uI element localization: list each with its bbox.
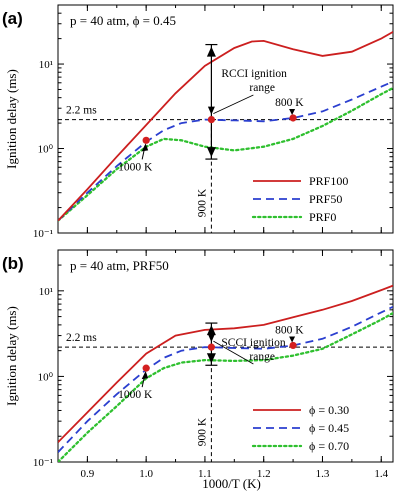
- panel-b-range-label-line2: range: [249, 351, 275, 363]
- panel-b-range-mid-arrowhead: [207, 334, 215, 343]
- panel-b-label-22ms: 2.2 ms: [66, 332, 97, 344]
- panel-a-label-900k: 900 K: [196, 188, 208, 217]
- panel-b-x-tick-label: 1.3: [316, 468, 330, 480]
- panel-a-range-mid-arrowhead: [207, 106, 215, 115]
- panel-b-series-line: [58, 305, 393, 453]
- panel-b-condition: p = 40 atm, PRF50: [70, 258, 169, 273]
- panel-a-point-marker: [289, 114, 297, 122]
- panel-a-legend-label: PRF100: [309, 174, 348, 188]
- panel-b-series-line: [58, 311, 393, 462]
- panel-b-y-tick-label: 10¹: [39, 286, 53, 298]
- panel-a-point-marker: [207, 115, 215, 124]
- panel-b-label-900k: 900 K: [196, 417, 208, 446]
- panel-b-x-tick-label: 1.0: [139, 468, 153, 480]
- panel-b-label-1000k: 1000 K: [118, 389, 153, 401]
- panel-a-frame: [57, 4, 394, 234]
- panel-a-y-tick-label: 10⁰: [38, 144, 54, 156]
- panel-b-series-line: [58, 284, 393, 443]
- panel-b-point-marker: [289, 341, 297, 350]
- panel-a-series-line: [58, 31, 393, 222]
- panel-b-legend-label: ϕ = 0.45: [309, 421, 349, 435]
- panel-b-legend-label: ϕ = 0.70: [309, 439, 349, 453]
- panel-b-label-1000k-arrowhead: [141, 371, 149, 380]
- panel-b-legend-label: ϕ = 0.30: [309, 403, 349, 417]
- panel-a-label-800k: 800 K: [275, 97, 304, 109]
- panel-a-legend-label: PRF0: [309, 210, 336, 224]
- panel-b-x-tick-label: 1.1: [198, 468, 212, 480]
- panel-b-x-tick-label: 1.2: [257, 468, 271, 480]
- panel-b-frame: [57, 249, 394, 463]
- panel-a-series-line: [58, 80, 393, 222]
- panel-a-y-tick-label: 10¹: [39, 59, 53, 71]
- panel-a-range-leader-line: [213, 94, 254, 115]
- panel-a-label-1000k: 1000 K: [118, 161, 153, 173]
- panel-b-x-tick-label: 1.4: [374, 468, 388, 480]
- x-axis-label: 1000/T (K): [202, 476, 261, 491]
- panel-a-legend-label: PRF50: [309, 192, 342, 206]
- panel-a-range-arrowhead-down: [206, 147, 216, 158]
- panel-a-label-1000k-arrowhead: [141, 143, 149, 152]
- panel-b-letter: (b): [2, 254, 24, 273]
- panel-b-range-leader-line: [213, 340, 254, 365]
- panel-a-range-label-line2: range: [249, 82, 275, 94]
- panel-a-condition: p = 40 atm, ϕ = 0.45: [70, 13, 176, 28]
- panel-b-label-800k: 800 K: [275, 324, 304, 336]
- panel-a-series-line: [58, 86, 393, 222]
- panel-a-label-22ms: 2.2 ms: [66, 105, 97, 117]
- panel-a-y-tick-label: 10⁻¹: [33, 228, 53, 240]
- panel-b-point-marker: [142, 364, 150, 372]
- panel-b-range-arrowhead-down: [206, 353, 216, 364]
- panel-a-label-800k-arrowhead: [289, 108, 296, 115]
- panel-a-letter: (a): [2, 9, 23, 28]
- panel-b-label-800k-arrowhead: [289, 336, 296, 343]
- panel-a-point-marker: [142, 136, 150, 144]
- panel-a-range-label-line1: RCCI ignition: [221, 68, 287, 80]
- panel-a-range-arrowhead-up: [206, 46, 216, 57]
- panel-b-range-label-line1: SCCI ignition: [221, 337, 285, 349]
- panel-b-x-tick-label: 0.9: [81, 468, 95, 480]
- panel-b-y-tick-label: 10⁻¹: [33, 457, 53, 469]
- panel-b-range-arrowhead-up: [206, 325, 216, 336]
- panel-b-point-marker: [207, 343, 215, 351]
- panel-b-y-axis-label: Ignition delay (ms): [4, 306, 19, 406]
- panel-a-y-axis-label: Ignition delay (ms): [4, 69, 19, 169]
- panel-b-y-tick-label: 10⁰: [38, 371, 54, 383]
